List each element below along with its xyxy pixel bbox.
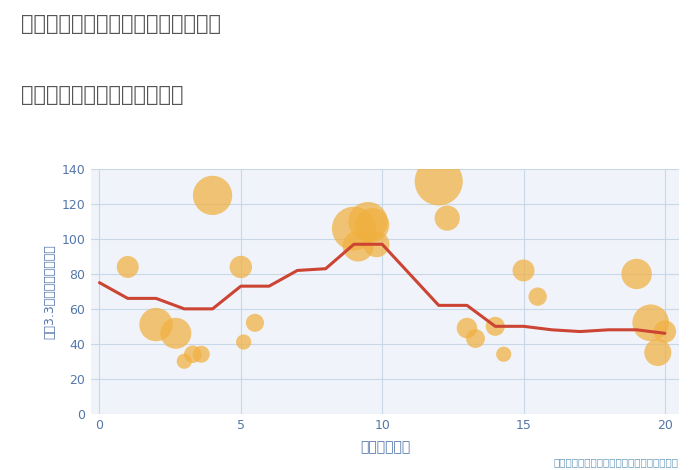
Point — [195, 351, 207, 358]
Point — [367, 221, 378, 229]
Point — [498, 351, 510, 358]
Point — [170, 329, 181, 337]
Point — [518, 266, 529, 274]
Point — [122, 263, 133, 271]
Point — [442, 214, 453, 222]
Point — [187, 351, 198, 358]
Point — [433, 178, 444, 185]
X-axis label: 駅距離（分）: 駅距離（分） — [360, 440, 410, 454]
Point — [652, 349, 664, 356]
Y-axis label: 坪（3.3㎡）単価（万円）: 坪（3.3㎡）単価（万円） — [43, 244, 56, 339]
Text: 埼玉県さいたま市岩槻区表慈恩寺の: 埼玉県さいたま市岩槻区表慈恩寺の — [21, 14, 221, 34]
Point — [178, 358, 190, 365]
Point — [532, 293, 543, 300]
Point — [489, 322, 500, 330]
Point — [249, 319, 260, 327]
Text: 駅距離別中古マンション価格: 駅距離別中古マンション価格 — [21, 85, 183, 105]
Point — [645, 319, 657, 327]
Point — [631, 270, 642, 278]
Point — [470, 335, 481, 342]
Point — [235, 263, 246, 271]
Point — [349, 225, 360, 232]
Point — [461, 324, 472, 332]
Point — [659, 328, 671, 335]
Point — [371, 241, 382, 248]
Point — [363, 218, 374, 225]
Point — [353, 242, 364, 250]
Point — [207, 192, 218, 199]
Text: 円の大きさは、取引のあった物件面積を示す: 円の大きさは、取引のあった物件面積を示す — [554, 458, 679, 468]
Point — [238, 338, 249, 346]
Point — [150, 321, 162, 329]
